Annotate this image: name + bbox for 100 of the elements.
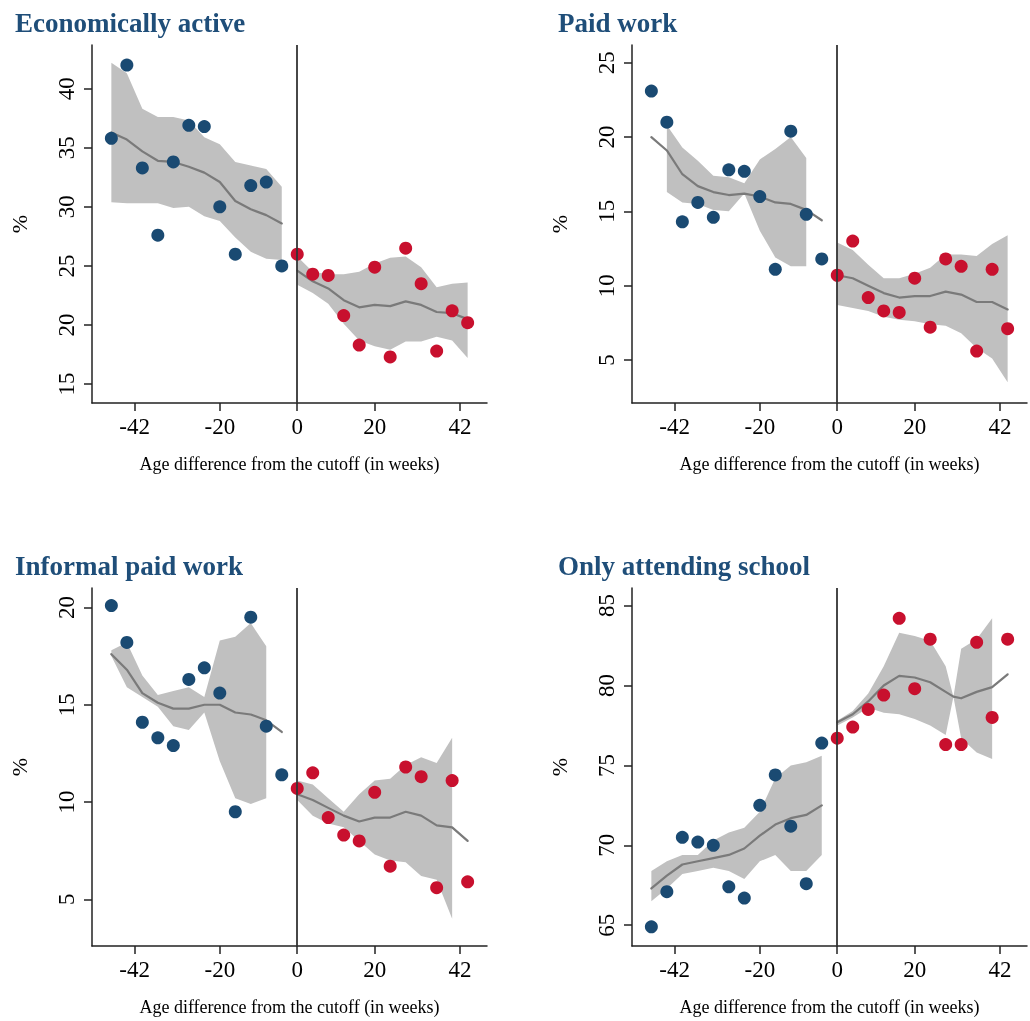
point <box>660 115 674 129</box>
point <box>846 234 860 248</box>
x-tick-label: -20 <box>744 957 776 982</box>
y-tick-label: 75 <box>594 753 619 777</box>
point <box>275 259 289 273</box>
x-tick-label: -42 <box>659 957 690 982</box>
y-tick-label: 20 <box>594 125 619 149</box>
y-tick-label: 25 <box>54 254 79 278</box>
point <box>706 838 720 852</box>
x-axis-title: Age difference from the cutoff (in weeks) <box>139 454 440 475</box>
point <box>383 859 397 873</box>
point <box>985 710 999 724</box>
point <box>306 267 320 281</box>
y-tick-label: 10 <box>54 790 79 814</box>
point <box>461 875 475 889</box>
x-tick-label: 20 <box>903 414 927 439</box>
y-tick-label: 25 <box>594 51 619 75</box>
point <box>768 768 782 782</box>
point <box>939 252 953 266</box>
chart-title: Informal paid work <box>15 550 244 581</box>
x-tick-label: -20 <box>204 414 236 439</box>
point <box>722 880 736 894</box>
x-tick-label: 0 <box>291 414 303 439</box>
x-tick-label: 0 <box>291 957 303 982</box>
y-axis-title: % <box>6 757 32 777</box>
point <box>135 161 149 175</box>
point <box>383 350 397 364</box>
line-series <box>650 804 823 890</box>
point <box>908 271 922 285</box>
point <box>939 738 953 752</box>
line-series <box>650 136 823 222</box>
y-tick-label: 15 <box>54 693 79 717</box>
y-tick-label: 30 <box>54 195 79 219</box>
x-tick-label: -42 <box>119 414 150 439</box>
point <box>182 118 196 132</box>
point <box>151 228 165 242</box>
point <box>104 131 118 145</box>
point <box>954 738 968 752</box>
x-tick-label: 0 <box>831 957 843 982</box>
x-axis-title: Age difference from the cutoff (in weeks) <box>679 454 980 475</box>
point <box>368 785 382 799</box>
y-tick-label: 5 <box>594 354 619 366</box>
point <box>784 124 798 138</box>
line-series <box>110 653 283 734</box>
point <box>815 736 829 750</box>
point <box>151 731 165 745</box>
point <box>954 259 968 273</box>
point <box>321 268 335 282</box>
point <box>675 830 689 844</box>
point <box>706 210 720 224</box>
point <box>337 828 351 842</box>
point <box>737 891 751 905</box>
x-tick-label: 0 <box>831 414 843 439</box>
point <box>722 163 736 177</box>
y-tick-label: 20 <box>54 313 79 337</box>
point <box>228 247 242 261</box>
x-tick-label: -42 <box>119 957 150 982</box>
x-tick-label: 20 <box>363 957 387 982</box>
chart-title: Only attending school <box>558 550 811 581</box>
point <box>197 120 211 134</box>
point <box>228 805 242 819</box>
point <box>970 344 984 358</box>
x-tick-label: -20 <box>744 414 776 439</box>
y-tick-label: 20 <box>54 595 79 619</box>
x-tick-label: -42 <box>659 414 690 439</box>
point <box>104 599 118 613</box>
chart-title: Paid work <box>558 7 678 38</box>
point <box>352 834 366 848</box>
point <box>445 304 459 318</box>
point <box>892 611 906 625</box>
point <box>1001 322 1015 336</box>
chart-title: Economically active <box>15 7 246 38</box>
x-tick-label: -20 <box>204 957 236 982</box>
point <box>461 316 475 330</box>
y-tick-label: 10 <box>594 274 619 298</box>
point <box>244 610 258 624</box>
point <box>213 200 227 214</box>
point <box>166 739 180 753</box>
point <box>213 686 227 700</box>
point <box>430 344 444 358</box>
point <box>877 304 891 318</box>
x-tick-label: 42 <box>988 957 1012 982</box>
point <box>768 262 782 276</box>
point <box>970 635 984 649</box>
y-tick-label: 15 <box>594 199 619 223</box>
point <box>352 338 366 352</box>
y-tick-label: 80 <box>594 673 619 697</box>
point <box>892 305 906 319</box>
point <box>430 881 444 895</box>
point <box>414 770 428 784</box>
y-axis-title: % <box>6 214 32 234</box>
point <box>399 760 413 774</box>
point <box>166 155 180 169</box>
y-axis-title: % <box>546 757 572 777</box>
point <box>908 682 922 696</box>
x-axis-title: Age difference from the cutoff (in weeks) <box>139 997 440 1018</box>
point <box>846 720 860 734</box>
point <box>737 164 751 178</box>
point <box>644 84 658 98</box>
x-tick-label: 20 <box>903 957 927 982</box>
